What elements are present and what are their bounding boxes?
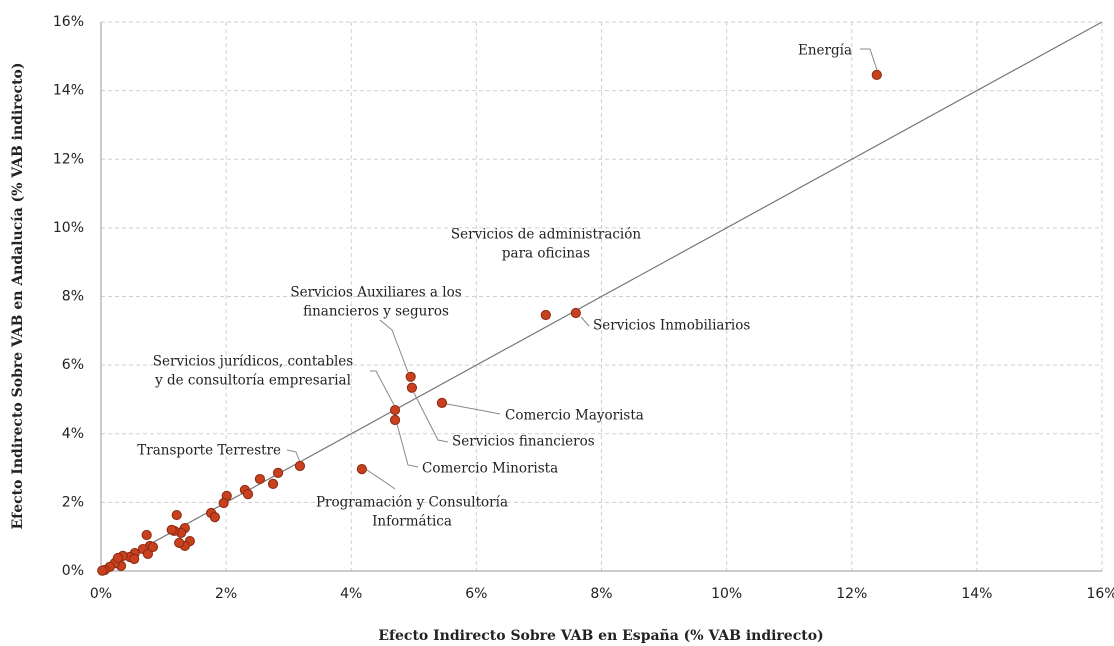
- x-tick-label: 8%: [590, 586, 612, 602]
- y-tick-label: 0%: [62, 563, 84, 579]
- leader-line: [413, 392, 449, 443]
- annotation: Programación y Consultoría: [316, 495, 508, 511]
- point: [871, 69, 882, 80]
- annotation: Servicios Inmobiliarios: [593, 318, 750, 334]
- point: [112, 552, 123, 564]
- x-tick-label: 12%: [836, 586, 867, 602]
- x-tick-label: 2%: [215, 586, 237, 602]
- x-tick-label: 14%: [961, 586, 992, 602]
- leader-line: [396, 423, 419, 468]
- point: [147, 541, 159, 553]
- y-tick-label: 8%: [62, 289, 84, 305]
- annotation: financieros y seguros: [303, 304, 449, 320]
- point: [267, 478, 279, 489]
- y-tick-label: 2%: [62, 494, 84, 510]
- reference-line: [100, 21, 1103, 572]
- leader-line: [446, 403, 501, 415]
- point: [174, 537, 185, 548]
- y-tick-label: 14%: [53, 83, 84, 99]
- leader-line: [379, 319, 409, 373]
- annotation: Transporte Terrestre: [137, 443, 281, 459]
- x-tick-label: 0%: [90, 586, 112, 602]
- point: [389, 404, 401, 416]
- annotation: Servicios de administración: [451, 227, 641, 243]
- annotation: Servicios jurídicos, contables: [153, 354, 353, 370]
- leader-line: [286, 449, 301, 463]
- annotation: y de consultoría empresarial: [154, 373, 351, 389]
- point: [405, 371, 416, 382]
- annotation: Informática: [372, 514, 452, 530]
- y-tick-label: 4%: [62, 426, 84, 442]
- point: [142, 548, 154, 559]
- point: [389, 414, 401, 426]
- point: [171, 509, 182, 521]
- leader-line: [370, 370, 395, 406]
- point: [540, 309, 551, 321]
- point: [406, 382, 418, 393]
- leader-line: [580, 316, 590, 327]
- annotation: Servicios Auxiliares a los: [290, 285, 461, 301]
- leader-line: [860, 48, 878, 71]
- annotation: para oficinas: [502, 246, 590, 262]
- point: [129, 553, 140, 565]
- y-tick-label: 10%: [53, 220, 84, 236]
- annotation: Comercio Mayorista: [505, 408, 644, 424]
- annotation: Servicios financieros: [452, 434, 595, 450]
- point: [242, 489, 254, 500]
- x-tick-label: 16%: [1086, 586, 1114, 602]
- point: [254, 473, 266, 485]
- point: [356, 463, 367, 475]
- point: [166, 524, 177, 535]
- point: [272, 467, 284, 478]
- point: [570, 307, 581, 319]
- x-axis-label: Efecto Indirecto Sobre VAB en España (% …: [378, 627, 823, 644]
- y-tick-label: 6%: [62, 357, 84, 373]
- y-tick-label: 12%: [53, 151, 84, 167]
- x-tick-label: 4%: [340, 586, 362, 602]
- point: [218, 497, 229, 509]
- point: [294, 460, 306, 472]
- y-tick-label: 16%: [53, 14, 84, 30]
- y-axis-label: Efecto Indirecto Sobre VAB en Andalucía …: [10, 63, 26, 530]
- point: [436, 397, 448, 408]
- x-tick-label: 10%: [711, 586, 742, 602]
- point: [141, 529, 152, 541]
- leader-line: [366, 469, 396, 490]
- x-tick-label: 6%: [465, 586, 487, 602]
- point: [97, 565, 108, 576]
- annotation: Energía: [798, 43, 852, 59]
- annotation: Comercio Minorista: [422, 461, 558, 477]
- point: [209, 512, 220, 523]
